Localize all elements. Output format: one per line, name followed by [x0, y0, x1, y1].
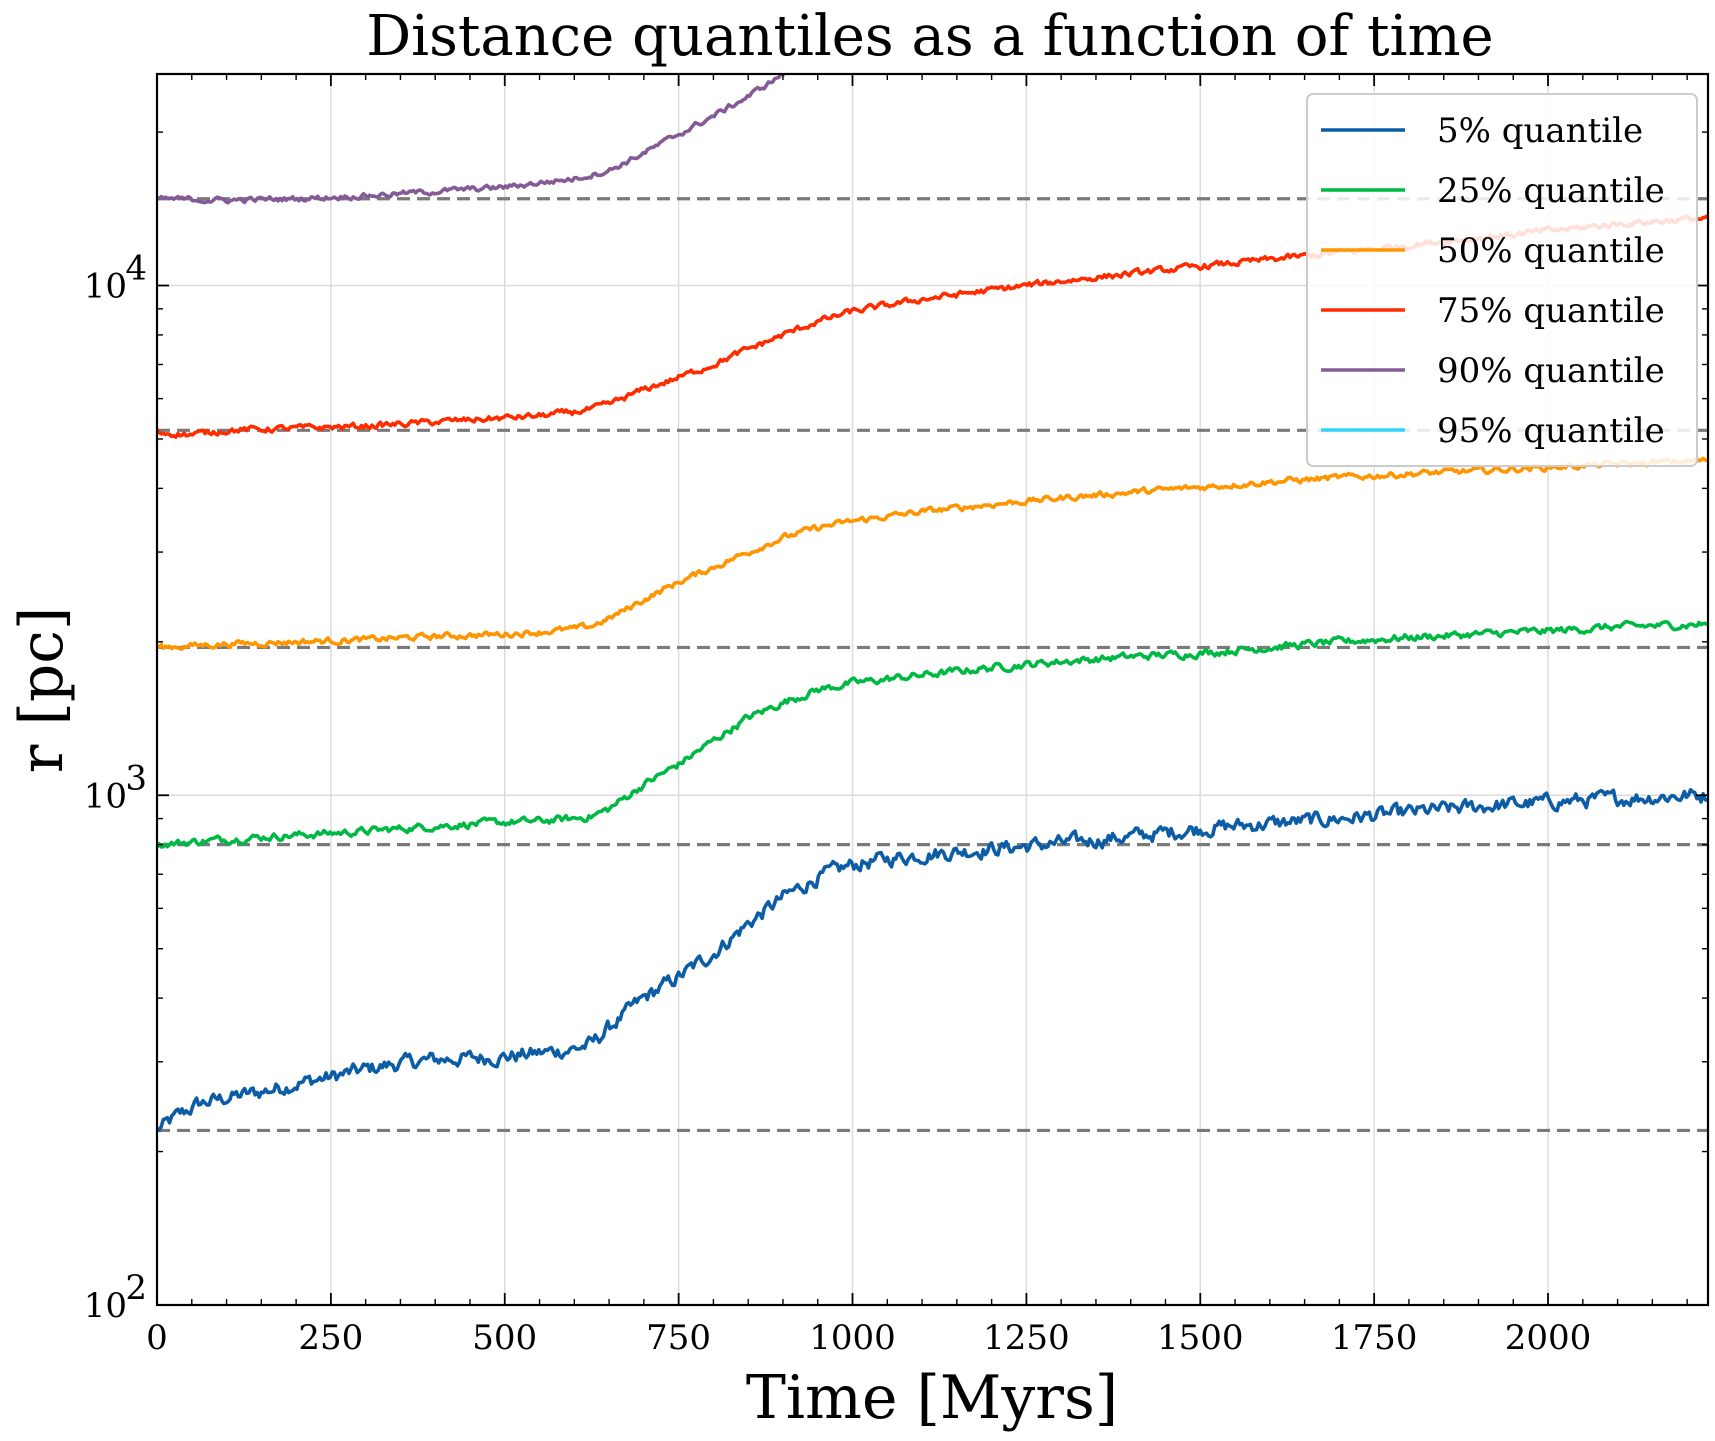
series-line: [157, 619, 1708, 849]
x-axis-label: Time [Myrs]: [746, 1363, 1118, 1433]
legend-label: 5% quantile: [1437, 111, 1643, 151]
plot-frame: [155, 72, 1710, 1307]
y-tick-label: 10: [84, 776, 127, 816]
series-line: [157, 788, 1708, 1133]
y-tick-exponent: 2: [125, 1268, 147, 1308]
legend-box: [1306, 93, 1698, 467]
x-tick-label: 1000: [809, 1318, 896, 1358]
x-tick-label: 1750: [1331, 1318, 1418, 1358]
x-tick-label: 500: [472, 1318, 537, 1358]
chart-title: Distance quantiles as a function of time: [366, 4, 1493, 69]
legend-label: 50% quantile: [1437, 231, 1665, 271]
y-tick-label: 10: [84, 267, 127, 307]
y-tick-exponent: 3: [125, 758, 147, 798]
series-line: [157, 456, 1708, 651]
series-line: [157, 74, 786, 205]
y-tick-label: 10: [84, 1286, 127, 1326]
x-tick-label: 1500: [1157, 1318, 1244, 1358]
x-tick-label: 1250: [983, 1318, 1070, 1358]
y-tick-exponent: 4: [125, 249, 147, 289]
legend-label: 75% quantile: [1437, 291, 1665, 331]
legend-label: 25% quantile: [1437, 171, 1665, 211]
axes: [155, 72, 1710, 1307]
legend-label: 95% quantile: [1437, 411, 1665, 451]
x-tick-label: 750: [646, 1318, 711, 1358]
x-tick-label: 2000: [1505, 1318, 1592, 1358]
legend: 5% quantile 25% quantile 50% quantile 75% q…: [1306, 93, 1698, 467]
legend-label: 90% quantile: [1437, 351, 1665, 391]
x-tick-label: 250: [298, 1318, 363, 1358]
y-axis-label: r [pc]: [7, 607, 77, 774]
x-tick-label: 0: [146, 1318, 168, 1358]
